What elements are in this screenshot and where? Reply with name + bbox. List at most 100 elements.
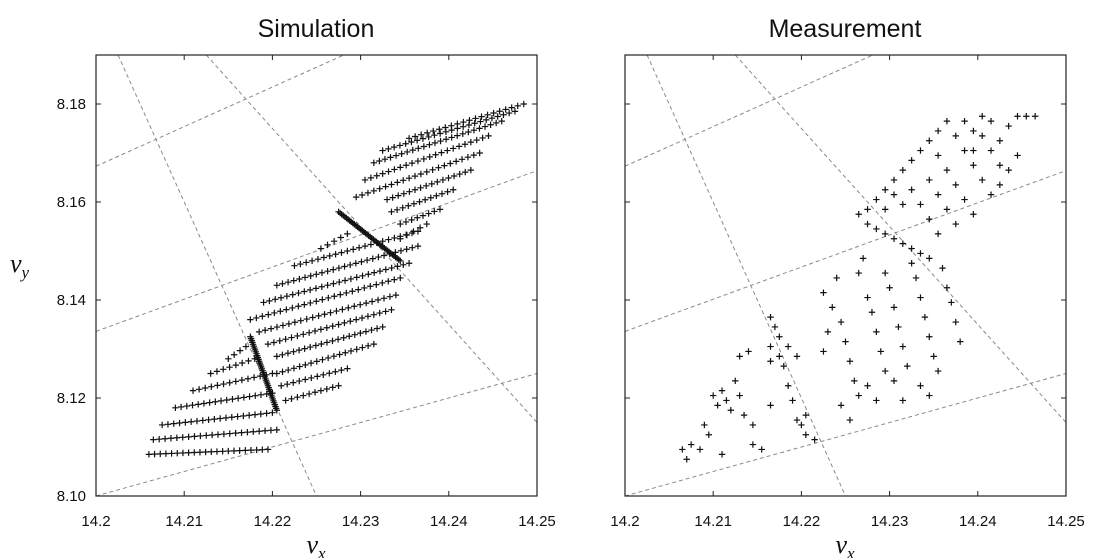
data-point xyxy=(970,211,977,218)
data-point xyxy=(329,384,336,391)
data-point xyxy=(481,123,489,130)
data-point xyxy=(162,450,170,457)
data-point xyxy=(213,368,221,375)
data-point xyxy=(952,132,959,140)
data-point xyxy=(397,235,404,242)
data-point xyxy=(917,294,924,301)
data-point xyxy=(431,132,438,139)
data-point xyxy=(255,328,263,336)
data-point xyxy=(170,420,177,427)
data-point xyxy=(357,301,364,308)
data-point xyxy=(842,338,849,345)
data-point xyxy=(296,377,303,385)
data-point xyxy=(996,137,1004,144)
data-point xyxy=(987,117,995,125)
data-point xyxy=(370,311,378,318)
data-point xyxy=(419,135,427,142)
x-tick-labels: 14.2 14.21 14.22 14.23 14.24 14.25 xyxy=(81,55,556,530)
data-point xyxy=(282,397,289,404)
data-point xyxy=(355,244,363,251)
data-point xyxy=(385,168,392,175)
data-point xyxy=(851,377,858,385)
data-point xyxy=(397,220,404,228)
data-point xyxy=(379,323,386,331)
data-point xyxy=(473,136,480,144)
data-point xyxy=(220,366,227,373)
data-point xyxy=(367,174,375,182)
data-point xyxy=(961,196,968,203)
data-point xyxy=(467,138,475,146)
data-point xyxy=(456,170,463,178)
data-point xyxy=(324,241,331,249)
data-point xyxy=(405,175,413,182)
data-point xyxy=(793,416,801,424)
data-point xyxy=(970,147,977,154)
data-point xyxy=(303,315,310,323)
tune-points xyxy=(679,113,1039,463)
data-point xyxy=(431,139,439,147)
data-point xyxy=(313,271,320,278)
data-point xyxy=(442,124,449,131)
data-point xyxy=(387,154,394,161)
data-point xyxy=(784,343,792,350)
data-point xyxy=(289,304,296,312)
data-point xyxy=(368,298,376,305)
data-point xyxy=(342,349,349,356)
data-point xyxy=(376,267,384,275)
data-point xyxy=(308,257,316,264)
data-point xyxy=(270,339,278,346)
data-point xyxy=(240,394,248,401)
data-point xyxy=(250,428,257,435)
data-point xyxy=(385,278,392,285)
data-point xyxy=(979,113,986,120)
data-point xyxy=(837,318,845,326)
data-point xyxy=(767,343,774,350)
data-point xyxy=(197,432,204,440)
data-point xyxy=(225,355,232,362)
data-point xyxy=(324,354,332,362)
y-tick-label: 8.10 xyxy=(57,488,86,505)
data-point xyxy=(285,366,292,374)
data-point xyxy=(247,316,254,323)
data-point xyxy=(890,235,898,242)
data-point xyxy=(500,111,507,118)
data-point xyxy=(288,395,295,403)
data-point xyxy=(402,218,410,226)
data-point xyxy=(230,447,238,455)
data-point xyxy=(318,283,325,290)
data-point xyxy=(375,253,382,261)
data-point xyxy=(333,307,340,315)
data-point xyxy=(195,401,202,408)
data-point xyxy=(710,392,717,399)
data-point xyxy=(373,172,380,179)
data-point xyxy=(300,331,307,338)
data-point xyxy=(330,238,338,245)
data-point xyxy=(873,397,880,404)
data-point xyxy=(365,271,372,278)
data-point xyxy=(382,183,389,190)
data-point xyxy=(439,176,447,184)
data-point xyxy=(391,166,398,173)
resonance-lines xyxy=(625,55,1066,496)
data-point xyxy=(211,415,218,423)
data-point xyxy=(349,288,356,295)
data-point xyxy=(255,428,263,435)
data-point xyxy=(277,308,284,315)
data-point xyxy=(273,407,281,414)
data-point xyxy=(829,304,836,311)
data-point xyxy=(347,275,355,283)
data-point xyxy=(278,382,285,389)
data-point xyxy=(926,392,933,399)
data-point xyxy=(789,397,796,404)
data-point xyxy=(183,402,190,410)
data-point xyxy=(273,370,281,377)
data-point xyxy=(307,272,314,280)
data-point xyxy=(202,448,209,456)
data-point xyxy=(311,327,319,335)
simulation-title: Simulation xyxy=(258,15,375,43)
data-point xyxy=(398,150,405,157)
resonance-line xyxy=(646,55,846,496)
x-tick-label: 14.23 xyxy=(342,513,380,530)
data-point xyxy=(397,274,404,282)
data-point xyxy=(260,299,267,306)
